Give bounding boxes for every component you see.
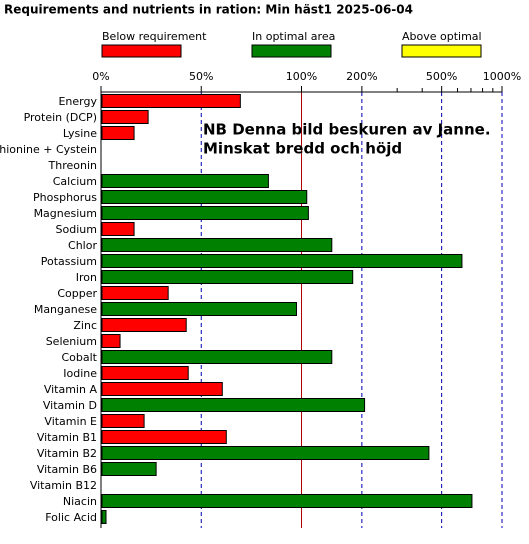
bar — [101, 94, 241, 108]
bar — [101, 446, 430, 460]
bar — [101, 238, 333, 252]
bar — [101, 334, 121, 348]
legend-swatch — [101, 44, 182, 58]
y-tick-label: Vitamin B1 — [37, 431, 97, 444]
y-tick-label: Iodine — [63, 367, 97, 380]
bar — [101, 174, 269, 188]
x-tick-label: 200% — [346, 70, 377, 83]
bar — [101, 366, 189, 380]
y-tick-label: Potassium — [41, 255, 97, 268]
bar — [101, 302, 297, 316]
x-tick-label: 1000% — [483, 70, 521, 83]
y-tick-label: Chlor — [68, 239, 97, 252]
y-tick-label: Calcium — [53, 175, 97, 188]
x-tick-label: 100% — [286, 70, 317, 83]
bar — [101, 270, 354, 284]
x-tick-label: 500% — [426, 70, 457, 83]
bar — [101, 190, 308, 204]
bar — [101, 350, 333, 364]
bar — [101, 254, 463, 268]
y-tick-label: Magnesium — [34, 207, 97, 220]
y-tick-label: Phosphorus — [33, 191, 97, 204]
bar — [101, 382, 223, 396]
legend-swatch — [401, 44, 482, 58]
legend-swatch — [251, 44, 332, 58]
y-tick-label: Energy — [58, 95, 97, 108]
y-tick-label: Threonin — [48, 159, 97, 172]
y-tick-label: Vitamin B12 — [30, 479, 97, 492]
bar — [101, 206, 309, 220]
y-tick-label: Vitamin D — [43, 399, 97, 412]
bar — [101, 126, 135, 140]
legend-label: Below requirement — [102, 30, 207, 43]
legend-label: In optimal area — [252, 30, 335, 43]
y-tick-label: Niacin — [63, 495, 97, 508]
x-tick-label: 50% — [189, 70, 213, 83]
y-tick-label: Vitamin A — [44, 383, 98, 396]
y-tick-label: Sodium — [56, 223, 97, 236]
bar — [101, 318, 187, 332]
bar — [101, 286, 169, 300]
y-tick-label: Methionine + Cystein — [0, 143, 97, 156]
y-tick-label: Cobalt — [61, 351, 97, 364]
bar — [101, 222, 135, 236]
bar — [101, 462, 157, 476]
legend-label: Above optimal — [402, 30, 482, 43]
y-tick-label: Selenium — [46, 335, 97, 348]
y-tick-label: Vitamin E — [44, 415, 97, 428]
y-tick-label: Folic Acid — [45, 511, 97, 524]
annotation: Minskat bredd och höjd — [203, 140, 402, 158]
y-tick-label: Iron — [76, 271, 97, 284]
y-tick-label: Manganese — [34, 303, 97, 316]
y-tick-label: Copper — [57, 287, 97, 300]
y-tick-label: Vitamin B6 — [37, 463, 97, 476]
chart-title: Requirements and nutrients in ration: Mi… — [4, 3, 413, 17]
y-tick-label: Protein (DCP) — [24, 111, 97, 124]
y-tick-label: Zinc — [73, 319, 97, 332]
bar — [101, 430, 227, 444]
x-tick-label: 0% — [92, 70, 109, 83]
y-tick-label: Lysine — [63, 127, 97, 140]
bar — [101, 494, 473, 508]
y-tick-label: Vitamin B2 — [37, 447, 97, 460]
annotation: NB Denna bild beskuren av Janne. — [203, 121, 491, 139]
bar — [101, 414, 145, 428]
bar — [101, 398, 366, 412]
bar — [101, 510, 107, 524]
bar — [101, 110, 149, 124]
